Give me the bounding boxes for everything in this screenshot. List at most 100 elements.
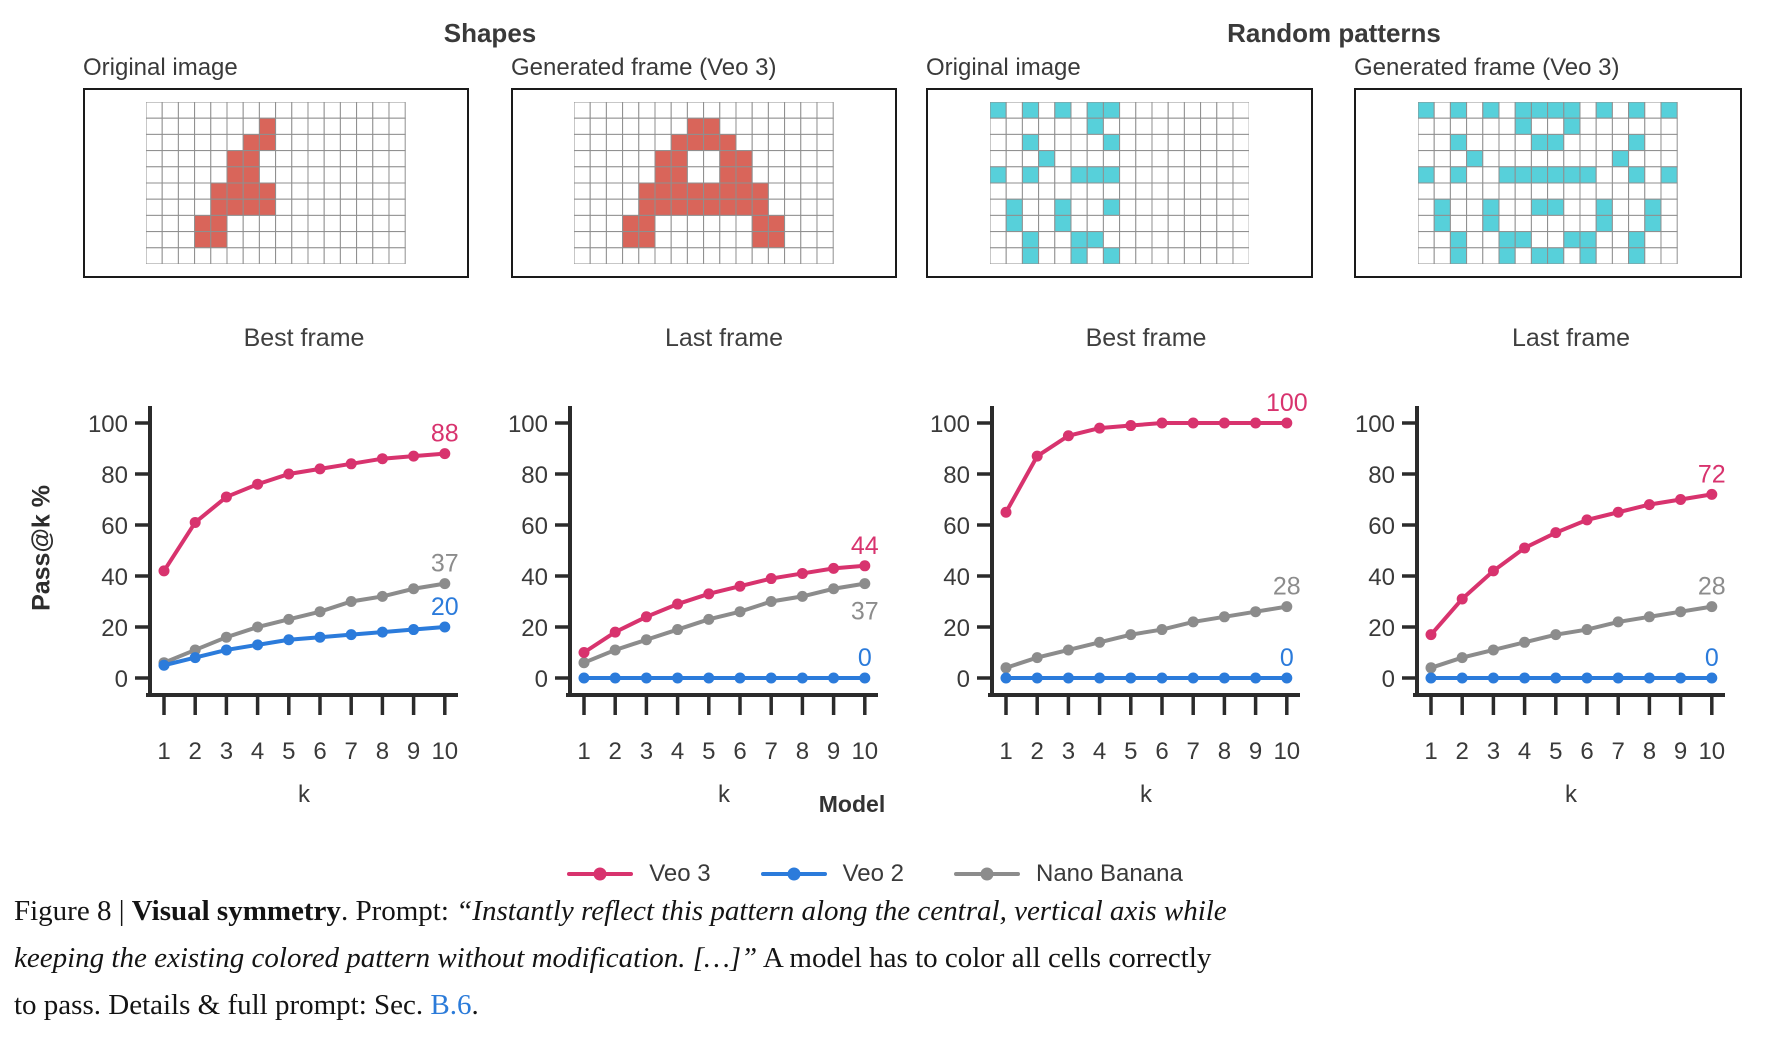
svg-text:5: 5	[1549, 738, 1562, 765]
svg-text:2: 2	[609, 738, 622, 765]
svg-text:5: 5	[702, 738, 715, 765]
svg-text:10: 10	[851, 738, 878, 765]
svg-text:88: 88	[431, 420, 459, 448]
svg-text:80: 80	[943, 462, 970, 489]
svg-text:40: 40	[521, 564, 548, 591]
svg-text:0: 0	[957, 666, 970, 693]
svg-text:44: 44	[851, 532, 879, 560]
panel-label: Original image	[83, 54, 238, 81]
legend-item-veo3: Veo 3	[567, 860, 711, 888]
nano-banana-dot-icon	[980, 867, 994, 881]
legend-title: Model	[818, 791, 886, 817]
svg-text:6: 6	[1155, 738, 1168, 765]
caption-segment: . Prompt:	[340, 895, 457, 927]
svg-text:3: 3	[640, 738, 653, 765]
svg-text:8: 8	[796, 738, 809, 765]
caption-segment: “Instantly reflect this pattern along th…	[456, 895, 1227, 927]
pixel-grid-box	[83, 88, 469, 278]
y-axis-label: Pass@k %	[27, 485, 56, 611]
chart-shapes-best-frame: Best frame 0 20 40 60 80 100 1 2 3 4 5 6 7 8 9 10 k 88 37 20	[80, 310, 480, 810]
svg-text:Last frame: Last frame	[665, 324, 783, 352]
svg-text:4: 4	[671, 738, 684, 765]
svg-text:9: 9	[1674, 738, 1687, 765]
svg-text:3: 3	[220, 738, 233, 765]
caption-line: to pass. Details & full prompt: Sec. B.6…	[14, 982, 1770, 1029]
caption-segment: to pass. Details & full prompt: Sec.	[14, 989, 431, 1021]
chart-shapes-last-frame: Last frame 0 20 40 60 80 100 1 2 3 4 5 6 7 8 9 10 k 44 37 0	[500, 310, 900, 810]
svg-text:7: 7	[1187, 738, 1200, 765]
svg-text:10: 10	[1273, 738, 1300, 765]
svg-text:5: 5	[282, 738, 295, 765]
caption-segment: .	[471, 989, 479, 1021]
svg-text:9: 9	[827, 738, 840, 765]
line-chart: Best frame 0 20 40 60 80 100 1 2 3 4 5 6 7 8 9 10 k 88 37 20	[88, 324, 459, 808]
veo2-line-swatch	[760, 867, 827, 881]
line-chart: Last frame 0 20 40 60 80 100 1 2 3 4 5 6 7 8 9 10 k 44 37 0	[508, 324, 879, 808]
svg-text:2: 2	[189, 738, 202, 765]
svg-text:80: 80	[101, 462, 128, 489]
svg-text:1: 1	[1424, 738, 1437, 765]
panel-shapes-generated: Generated frame (Veo 3)	[511, 54, 897, 278]
panel-shapes-original: Original image	[83, 54, 469, 278]
svg-text:60: 60	[1368, 513, 1395, 540]
svg-text:4: 4	[251, 738, 264, 765]
svg-text:1: 1	[577, 738, 590, 765]
svg-text:0: 0	[115, 666, 128, 693]
svg-text:100: 100	[508, 411, 548, 438]
section-link[interactable]: B.6	[430, 989, 472, 1021]
caption-segment: A model has to color all cells correctly	[757, 942, 1212, 974]
svg-text:3: 3	[1062, 738, 1075, 765]
svg-text:0: 0	[535, 666, 548, 693]
pixel-grid-box	[511, 88, 897, 278]
svg-text:5: 5	[1124, 738, 1137, 765]
svg-text:9: 9	[407, 738, 420, 765]
legend-item-veo2: Veo 2	[760, 860, 904, 888]
caption-segment: keeping the existing colored pattern wit…	[14, 942, 758, 974]
svg-text:100: 100	[1266, 389, 1308, 417]
legend-label: Veo 3	[649, 860, 711, 887]
svg-text:1: 1	[157, 738, 170, 765]
svg-text:40: 40	[101, 564, 128, 591]
svg-text:k: k	[718, 781, 731, 808]
panel-random-original: Original image	[926, 54, 1313, 278]
legend-label: Veo 2	[842, 860, 904, 887]
svg-text:60: 60	[521, 513, 548, 540]
veo3-dot-icon	[593, 867, 607, 881]
svg-text:2: 2	[1456, 738, 1469, 765]
veo3-line-swatch	[567, 867, 634, 881]
svg-text:37: 37	[851, 598, 879, 626]
line-chart: Last frame 0 20 40 60 80 100 1 2 3 4 5 6 7 8 9 10 k 72 28 0	[1355, 324, 1726, 808]
svg-text:37: 37	[431, 550, 459, 578]
line-chart: Best frame 0 20 40 60 80 100 1 2 3 4 5 6 7 8 9 10 k 100 28 0	[930, 324, 1308, 808]
svg-text:4: 4	[1093, 738, 1106, 765]
svg-text:8: 8	[1643, 738, 1656, 765]
svg-text:100: 100	[1355, 411, 1395, 438]
svg-text:0: 0	[858, 644, 872, 672]
chart-random-last-frame: Last frame 0 20 40 60 80 100 1 2 3 4 5 6 7 8 9 10 k 72 28 0	[1347, 310, 1747, 810]
pixel-grid-box	[1354, 88, 1742, 278]
svg-text:0: 0	[1705, 644, 1719, 672]
svg-text:28: 28	[1273, 573, 1301, 601]
svg-text:3: 3	[1487, 738, 1500, 765]
pixel-grid	[574, 102, 834, 264]
svg-text:7: 7	[1612, 738, 1625, 765]
pixel-grid	[989, 102, 1250, 264]
svg-text:8: 8	[376, 738, 389, 765]
svg-text:60: 60	[943, 513, 970, 540]
caption-segment: Visual symmetry	[131, 895, 341, 927]
group-title-shapes: Shapes	[443, 18, 537, 48]
legend-item-nano-banana: Nano Banana	[954, 860, 1183, 888]
svg-text:20: 20	[521, 615, 548, 642]
svg-text:0: 0	[1382, 666, 1395, 693]
caption-segment: Figure 8 |	[14, 895, 132, 927]
panel-label: Generated frame (Veo 3)	[511, 54, 777, 81]
chart-random-best-frame: Best frame 0 20 40 60 80 100 1 2 3 4 5 6 7 8 9 10 k 100 28 0	[922, 310, 1322, 810]
pixel-grid-box	[926, 88, 1313, 278]
svg-text:20: 20	[431, 593, 459, 621]
svg-text:100: 100	[930, 411, 970, 438]
svg-text:6: 6	[733, 738, 746, 765]
svg-text:80: 80	[521, 462, 548, 489]
group-title-random-patterns: Random patterns	[1227, 18, 1441, 48]
svg-text:60: 60	[101, 513, 128, 540]
